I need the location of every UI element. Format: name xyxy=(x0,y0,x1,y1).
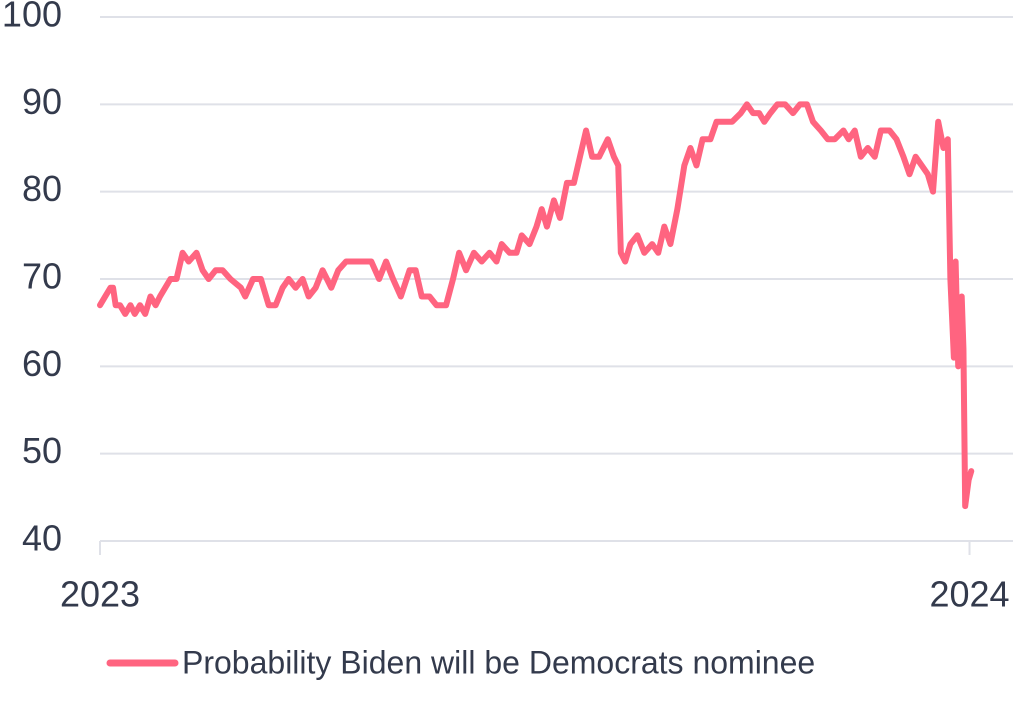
y-tick-label: 90 xyxy=(22,81,62,122)
y-tick-label: 50 xyxy=(22,430,62,471)
legend-label: Probability Biden will be Democrats nomi… xyxy=(182,644,815,680)
x-tick-label: 2024 xyxy=(929,574,1009,615)
data-line xyxy=(97,101,975,510)
y-tick-label: 60 xyxy=(22,343,62,384)
y-tick-label: 70 xyxy=(22,256,62,297)
x-tick-label: 2023 xyxy=(60,574,140,615)
y-tick-label: 80 xyxy=(22,168,62,209)
y-tick-label: 100 xyxy=(2,0,62,35)
y-tick-label: 40 xyxy=(22,518,62,559)
